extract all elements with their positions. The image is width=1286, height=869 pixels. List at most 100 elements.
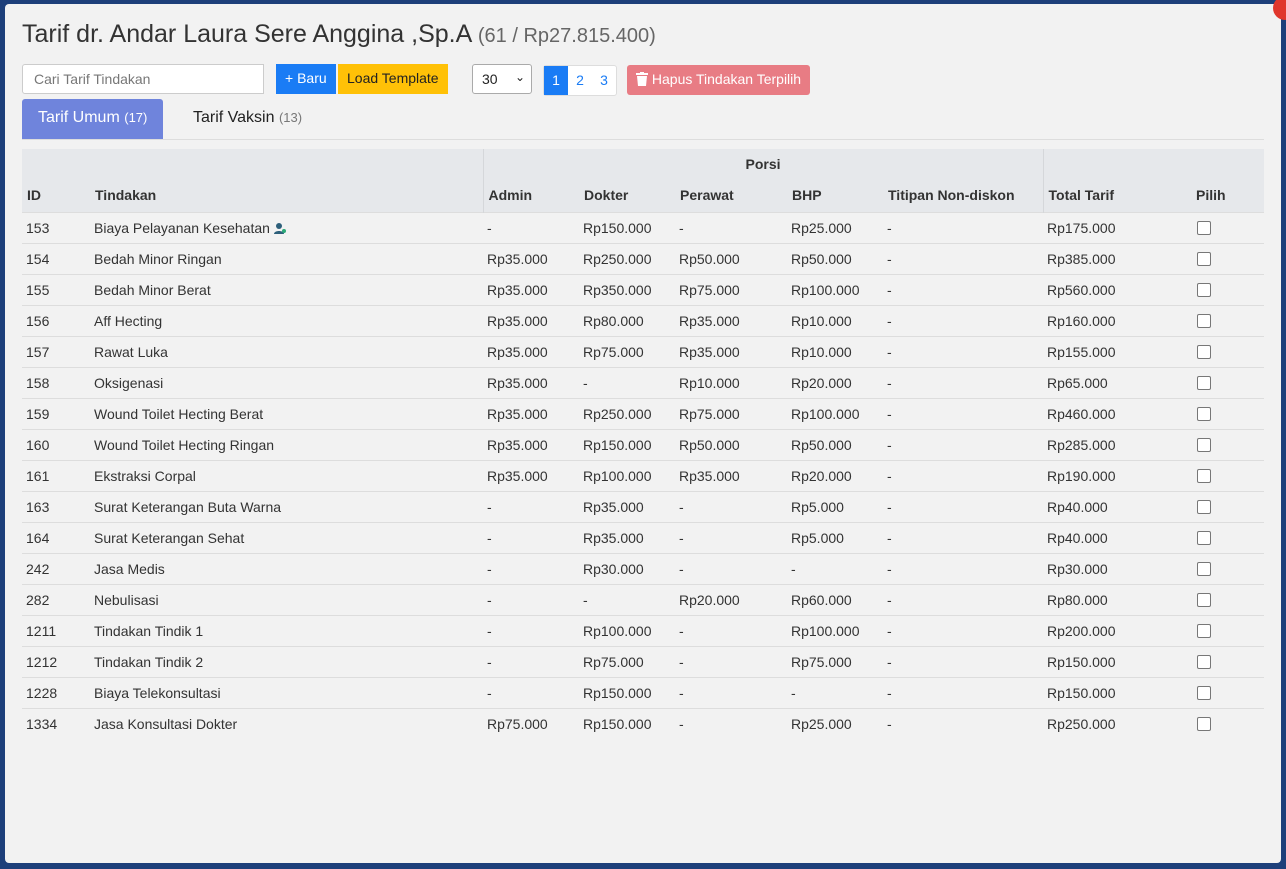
row-checkbox[interactable]: [1197, 593, 1211, 607]
table-cell: Rp5.000: [787, 491, 883, 523]
table-cell: Rp155.000: [1043, 336, 1191, 368]
table-row: 156 Aff Hecting Rp35.000 Rp80.000 Rp35.000 Rp…: [22, 305, 1264, 337]
table-cell: Rawat Luka: [90, 336, 483, 368]
tab[interactable]: Tarif Umum (17): [22, 99, 164, 139]
table-row: 164 Surat Keterangan Sehat - Rp35.000- Rp5.0…: [22, 522, 1264, 554]
table-cell: Jasa Konsultasi Dokter: [90, 708, 483, 739]
table-cell: [1191, 584, 1264, 616]
table-row: 159 Wound Toilet Hecting Berat Rp35.000 Rp2…: [22, 398, 1264, 430]
row-checkbox[interactable]: [1197, 283, 1211, 297]
table-cell: Wound Toilet Hecting Ringan: [90, 429, 483, 461]
table-cell: Rp385.000: [1043, 243, 1191, 275]
table-cell: Rp50.000: [675, 243, 787, 275]
table-cell: Rp75.000: [675, 274, 787, 306]
table-row: 163 Surat Keterangan Buta Warna - Rp35.000-…: [22, 491, 1264, 523]
table-row: 154 Bedah Minor Ringan Rp35.000 Rp250.000 Rp…: [22, 243, 1264, 275]
table-cell: Rp20.000: [787, 460, 883, 492]
table-row: 242 Jasa Medis - Rp30.000- - - Rp30.000: [22, 553, 1264, 585]
table-cell: Rp250.000: [1043, 708, 1191, 739]
row-checkbox[interactable]: [1197, 717, 1211, 731]
new-button[interactable]: + Baru: [276, 64, 336, 94]
table-cell: -: [675, 646, 787, 678]
table-cell: [1191, 429, 1264, 461]
table-cell: Rp20.000: [675, 584, 787, 616]
row-checkbox[interactable]: [1197, 469, 1211, 483]
page-button[interactable]: 3: [600, 72, 608, 88]
table-cell: -: [675, 522, 787, 554]
table-cell: Tindakan Tindik 2: [90, 646, 483, 678]
table-cell: 1228: [22, 677, 90, 709]
table-cell: 153: [22, 212, 90, 244]
table-cell: Rp35.000: [483, 243, 579, 275]
table-cell: Rp560.000: [1043, 274, 1191, 306]
row-checkbox[interactable]: [1197, 252, 1211, 266]
table-row: 155 Bedah Minor Berat Rp35.000 Rp350.000 Rp7…: [22, 274, 1264, 306]
table-row: 160 Wound Toilet Hecting Ringan Rp35.000 Rp…: [22, 429, 1264, 461]
close-button[interactable]: [1273, 0, 1286, 20]
table-row: 1212 Tindakan Tindik 2- Rp75.000- Rp75.000-…: [22, 646, 1264, 678]
table-cell: -: [883, 243, 1043, 275]
row-checkbox[interactable]: [1197, 376, 1211, 390]
row-checkbox[interactable]: [1197, 221, 1211, 235]
table-row: 157 Rawat Luka Rp35.000 Rp75.000 Rp35.000 Rp1…: [22, 336, 1264, 368]
table-cell: Rp50.000: [787, 429, 883, 461]
modal-title: Tarif dr. Andar Laura Sere Anggina ,Sp.A…: [22, 20, 656, 49]
page-size-select[interactable]: 30 ⌄: [472, 64, 532, 94]
table-cell: [1191, 336, 1264, 368]
table-cell: Rp150.000: [1043, 677, 1191, 709]
column-header: Pilih: [1191, 178, 1264, 213]
tab[interactable]: Tarif Vaksin (13): [177, 99, 318, 139]
table-row: 1334 Jasa Konsultasi Dokter Rp75.000 Rp150.…: [22, 708, 1264, 739]
table-cell: [1191, 646, 1264, 678]
table-cell: [1191, 677, 1264, 709]
table-cell: Rp80.000: [1043, 584, 1191, 616]
table-cell: -: [883, 367, 1043, 399]
row-checkbox[interactable]: [1197, 314, 1211, 328]
row-checkbox[interactable]: [1197, 624, 1211, 638]
page-button[interactable]: 1: [544, 66, 568, 95]
table-cell: Aff Hecting: [90, 305, 483, 337]
column-header: ID: [22, 178, 90, 213]
table-cell: [1191, 460, 1264, 492]
tab-count: (13): [278, 110, 303, 125]
row-checkbox[interactable]: [1197, 407, 1211, 421]
table-cell: 1212: [22, 646, 90, 678]
row-checkbox[interactable]: [1197, 531, 1211, 545]
row-checkbox[interactable]: [1197, 655, 1211, 669]
table-cell: Rp100.000: [579, 615, 675, 647]
table-cell: Rp35.000: [675, 305, 787, 337]
column-header-row: ID Tindakan Admin Dokter Perawat BHP Titipan N…: [22, 178, 1264, 213]
column-header: Titipan Non-diskon: [883, 178, 1043, 213]
row-checkbox[interactable]: [1197, 562, 1211, 576]
table-cell: -: [883, 398, 1043, 430]
table-cell: [1191, 243, 1264, 275]
table-cell: Rp160.000: [1043, 305, 1191, 337]
row-checkbox[interactable]: [1197, 438, 1211, 452]
table-cell: -: [675, 491, 787, 523]
table-cell: -: [675, 708, 787, 739]
dropdown-arrow: ⌄: [514, 70, 525, 84]
delete-button[interactable]: Hapus Tindakan Terpilih: [627, 65, 811, 95]
row-checkbox[interactable]: [1197, 345, 1211, 359]
table-cell: Surat Keterangan Buta Warna: [90, 491, 483, 523]
row-checkbox[interactable]: [1197, 686, 1211, 700]
load-template-button[interactable]: Load Template: [338, 64, 448, 94]
table-cell: Rp30.000: [579, 553, 675, 585]
table-cell: Rp35.000: [579, 522, 675, 554]
table-cell: [1191, 553, 1264, 585]
table-cell: Rp150.000: [1043, 646, 1191, 678]
table-cell: Rp150.000: [579, 677, 675, 709]
summary: (61 / Rp27.815.400): [477, 25, 656, 47]
table-cell: Rp460.000: [1043, 398, 1191, 430]
table-cell: [1191, 367, 1264, 399]
table-cell: Biaya Pelayanan Kesehatan: [90, 212, 483, 244]
table-cell: Rp35.000: [483, 367, 579, 399]
table-cell: -: [787, 553, 883, 585]
row-checkbox[interactable]: [1197, 500, 1211, 514]
header-cell: [1042, 149, 1264, 178]
search-input[interactable]: Cari Tarif Tindakan: [22, 64, 264, 94]
page-button[interactable]: 2: [576, 72, 584, 88]
table-cell: -: [483, 646, 579, 678]
tab-label: Tarif Umum: [38, 109, 120, 126]
table-cell: -: [883, 336, 1043, 368]
